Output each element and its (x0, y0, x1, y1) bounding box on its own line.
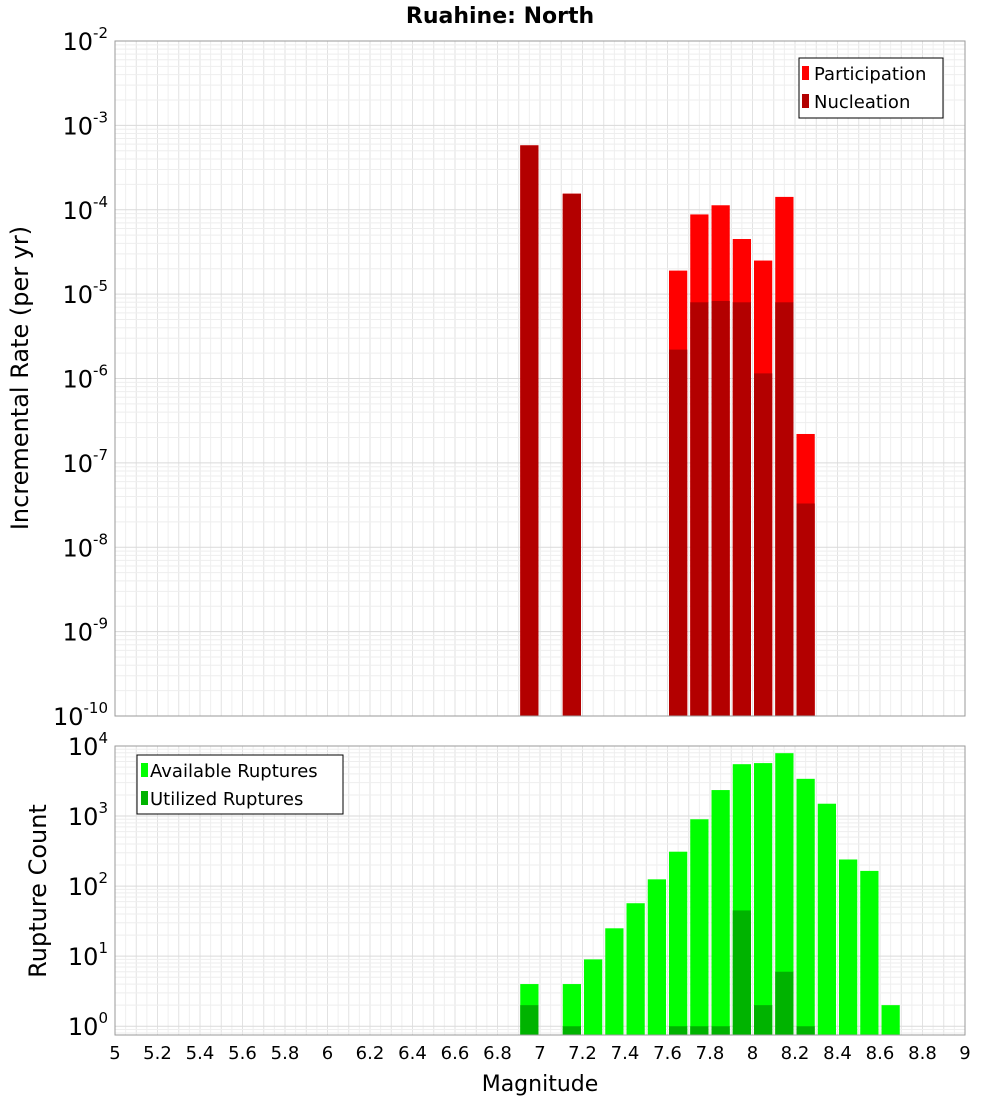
count-y-tick-label: 102 (68, 869, 108, 901)
magnitude-x-tick-label: 5.8 (271, 1043, 300, 1064)
magnitude-x-tick-label: 7.8 (696, 1043, 725, 1064)
count-bar-utilized-ruptures (520, 1005, 539, 1035)
rate-y-tick-label: 10-7 (62, 446, 108, 478)
rate-y-ticks: 10-10 10-9 10-8 10-7 10-6 10-5 10-4 10-3 10-2 (53, 24, 108, 731)
count-legend-box (136, 754, 344, 815)
legend-swatch-utilized-ruptures (141, 791, 148, 805)
magnitude-x-tick-label: 9 (959, 1043, 970, 1064)
rate-y-tick-label: 10-10 (53, 699, 108, 731)
count-plot-border (114, 745, 966, 1036)
magnitude-x-tick-label: 8.8 (908, 1043, 937, 1064)
rate-bars (520, 145, 815, 717)
count-bar-available-ruptures (775, 753, 794, 1035)
count-bar-utilized-ruptures (775, 971, 794, 1035)
rate-bar-nucleation (690, 302, 709, 716)
count-bar-available-ruptures (626, 903, 645, 1035)
rate-bar-nucleation (562, 193, 581, 716)
rate-bar-nucleation (754, 373, 773, 716)
magnitude-x-tick-label: 7 (534, 1043, 545, 1064)
count-bar-available-ruptures (860, 870, 879, 1035)
rate-grid (115, 41, 965, 716)
count-bar-utilized-ruptures (562, 1026, 581, 1035)
magnitude-x-tick-label: 5.2 (143, 1043, 172, 1064)
magnitude-x-ticks: 5 5.2 5.4 5.6 5.8 6 6.2 6.4 6.6 6.8 7 7.2 7.4 7.6 7.8 8… (109, 1043, 970, 1064)
magnitude-x-tick-label: 7.2 (568, 1043, 597, 1064)
count-bar-available-ruptures (647, 879, 666, 1035)
rate-y-tick-label: 10-4 (62, 193, 108, 225)
count-legend: Available Ruptures Utilized Ruptures (136, 754, 344, 815)
count-bar-available-ruptures (881, 1005, 900, 1035)
legend-label-participation: Participation (814, 64, 926, 85)
magnitude-x-tick-label: 6 (322, 1043, 333, 1064)
count-bar-available-ruptures (669, 851, 688, 1035)
rate-y-tick-label: 10-9 (62, 615, 108, 647)
magnitude-x-tick-label: 6.6 (441, 1043, 470, 1064)
legend-swatch-available-ruptures (141, 763, 148, 777)
magnitude-x-axis-label: Magnitude (482, 1072, 599, 1097)
magnitude-x-tick-label: 7.4 (611, 1043, 640, 1064)
magnitude-x-tick-label: 8.6 (866, 1043, 895, 1064)
chart-title: Ruahine: North (406, 4, 594, 29)
rate-bar-nucleation (711, 300, 730, 716)
count-bars (520, 753, 900, 1035)
rate-bar-nucleation (732, 302, 751, 716)
count-y-axis-label: Rupture Count (24, 804, 52, 978)
rate-plot-border (114, 40, 966, 717)
rate-y-tick-label: 10-6 (62, 362, 108, 394)
magnitude-x-tick-label: 7.6 (653, 1043, 682, 1064)
count-y-tick-label: 104 (68, 729, 108, 761)
rate-y-tick-label: 10-3 (62, 108, 108, 140)
magnitude-x-tick-label: 8 (747, 1043, 758, 1064)
magnitude-x-tick-label: 8.4 (823, 1043, 852, 1064)
rate-legend: Participation Nucleation (798, 57, 944, 119)
legend-swatch-nucleation (802, 94, 809, 108)
count-y-ticks: 100 101 102 103 104 (68, 729, 108, 1041)
rate-legend-box (798, 57, 944, 119)
rate-bar-nucleation (796, 503, 815, 716)
magnitude-x-tick-label: 8.2 (781, 1043, 810, 1064)
rate-y-tick-label: 10-2 (62, 24, 108, 56)
rate-bar-nucleation (775, 302, 794, 716)
count-bar-utilized-ruptures (754, 1005, 773, 1035)
magnitude-x-tick-label: 5 (109, 1043, 120, 1064)
magnitude-x-tick-label: 5.6 (228, 1043, 257, 1064)
legend-label-utilized-ruptures: Utilized Ruptures (150, 789, 303, 810)
count-y-tick-label: 100 (68, 1009, 108, 1041)
count-bar-utilized-ruptures (711, 1026, 730, 1035)
magnitude-x-tick-label: 6.4 (398, 1043, 427, 1064)
count-bar-available-ruptures (584, 959, 603, 1035)
count-bar-available-ruptures (796, 778, 815, 1035)
rate-bar-nucleation (520, 145, 539, 717)
count-bar-available-ruptures (690, 819, 709, 1035)
count-bar-available-ruptures (711, 790, 730, 1035)
count-bar-available-ruptures (605, 928, 624, 1035)
count-bar-available-ruptures (817, 803, 836, 1035)
rate-panel: 10-10 10-9 10-8 10-7 10-6 10-5 10-4 10-3 10-2 In… (6, 24, 966, 731)
rate-y-tick-label: 10-8 (62, 530, 108, 562)
count-bar-utilized-ruptures (669, 1026, 688, 1035)
magnitude-x-tick-label: 6.2 (356, 1043, 385, 1064)
rate-y-axis-label: Incremental Rate (per yr) (6, 226, 34, 530)
count-bar-utilized-ruptures (732, 910, 751, 1035)
magnitude-x-tick-label: 6.8 (483, 1043, 512, 1064)
rate-bar-nucleation (669, 349, 688, 716)
count-bar-available-ruptures (562, 984, 581, 1035)
count-panel: 100 101 102 103 104 5 5.2 5.4 5.6 5.8 6 6.2 6.4 6.6 6… (24, 729, 971, 1097)
magnitude-x-tick-label: 5.4 (186, 1043, 215, 1064)
legend-swatch-participation (802, 66, 809, 80)
count-bar-utilized-ruptures (796, 1026, 815, 1035)
legend-label-nucleation: Nucleation (814, 92, 910, 113)
rate-y-tick-label: 10-5 (62, 277, 108, 309)
count-y-tick-label: 101 (68, 939, 108, 971)
count-bar-available-ruptures (754, 763, 773, 1035)
count-y-tick-label: 103 (68, 799, 108, 831)
count-bar-available-ruptures (839, 859, 858, 1035)
count-bar-utilized-ruptures (690, 1026, 709, 1035)
legend-label-available-ruptures: Available Ruptures (150, 761, 318, 782)
